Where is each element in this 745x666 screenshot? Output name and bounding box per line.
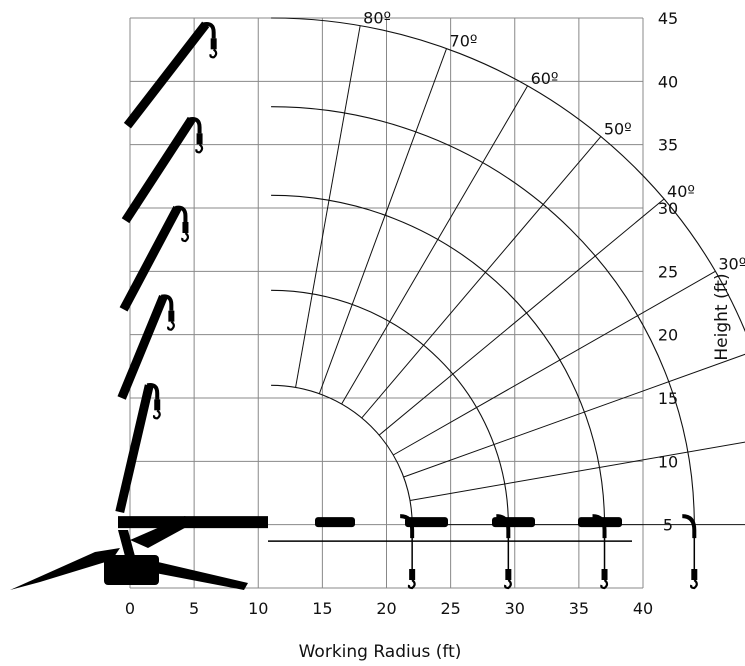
- angle-line: [295, 25, 361, 388]
- hook-icon: [167, 320, 175, 331]
- y-tick-label: 5: [663, 516, 673, 535]
- range-arc: [271, 106, 695, 525]
- angle-label: 40º: [667, 182, 695, 201]
- angle-label: 70º: [450, 32, 478, 51]
- hook-icon: [195, 143, 204, 154]
- angle-label: 50º: [604, 120, 632, 139]
- x-tick-label: 40: [633, 599, 653, 618]
- crane-base: [10, 516, 248, 590]
- y-tick-label: 35: [658, 136, 678, 155]
- boom-section-extended: [492, 517, 535, 528]
- jib-tip-raised: [160, 294, 174, 311]
- range-arc: [271, 194, 606, 525]
- y-tick-label: 20: [658, 326, 678, 345]
- angle-line: [361, 136, 602, 419]
- outrigger-left: [10, 548, 120, 590]
- range-arc: [271, 384, 413, 525]
- jib-tip-raised: [146, 383, 160, 400]
- hook-block: [691, 569, 698, 580]
- hook-block: [182, 222, 189, 233]
- boom-section-extended: [405, 517, 448, 528]
- hook-icon: [181, 232, 190, 243]
- crane-body: [104, 555, 159, 585]
- jib-tip-raised: [175, 205, 188, 222]
- angle-line: [341, 85, 529, 405]
- boom-section-extended: [578, 517, 622, 528]
- hook-block: [154, 399, 161, 411]
- hook-block: [196, 133, 203, 145]
- boom-raised: [123, 21, 210, 129]
- jib-tip-raised: [203, 22, 216, 39]
- y-tick-label: 25: [658, 262, 678, 281]
- angle-label: 60º: [531, 69, 559, 88]
- hook-icon: [504, 579, 512, 590]
- angle-line: [409, 441, 745, 501]
- hook-icon: [209, 48, 218, 59]
- hook-block: [409, 569, 416, 580]
- angle-line: [403, 353, 745, 478]
- hook-block: [505, 569, 512, 580]
- y-tick-label: 10: [658, 452, 678, 471]
- outrigger-right: [150, 562, 248, 590]
- y-tick-label: 45: [658, 9, 678, 28]
- x-axis-label: Working Radius (ft): [299, 642, 462, 662]
- x-tick-label: 0: [125, 599, 135, 618]
- boom-raised: [117, 294, 168, 400]
- angle-line: [378, 198, 665, 436]
- jib-tip: [400, 514, 415, 539]
- x-tick-label: 5: [189, 599, 199, 618]
- boom-horizontal-base: [118, 516, 268, 529]
- hook-icon: [152, 409, 161, 420]
- hook-block: [210, 38, 217, 50]
- x-tick-label: 35: [569, 599, 589, 618]
- boom-raised: [121, 116, 196, 224]
- x-tick-label: 10: [248, 599, 268, 618]
- angle-label: 30º: [718, 254, 745, 273]
- range-arc: [271, 17, 745, 333]
- jib-tip-raised: [189, 117, 202, 134]
- hook-icon: [600, 579, 609, 590]
- crane-illustrations: [10, 21, 698, 590]
- y-tick-label: 30: [658, 199, 678, 218]
- x-tick-label: 30: [505, 599, 525, 618]
- axis-tick-labels: 0 5 10 15 20 25 30 35 40 5 10 15 20 25 30 35 40 45: [125, 9, 678, 618]
- angle-label: 80º: [363, 9, 391, 28]
- boom-raised: [115, 384, 154, 514]
- x-tick-label: 15: [312, 599, 332, 618]
- x-tick-label: 25: [440, 599, 460, 618]
- hook-icon: [690, 579, 698, 590]
- jib-tip: [496, 514, 511, 539]
- angle-line: [318, 48, 448, 394]
- mast: [118, 530, 136, 560]
- hook-block: [168, 310, 175, 322]
- y-tick-label: 15: [658, 389, 678, 408]
- angle-labels: 0º10º20º30º40º50º60º70º80º: [363, 9, 745, 274]
- outrigger-upper: [130, 516, 192, 548]
- boom-angle-lines: [295, 25, 745, 526]
- boom-raised: [119, 205, 182, 312]
- jib-tip: [592, 514, 607, 539]
- angle-line: [393, 270, 716, 456]
- x-tick-label: 20: [376, 599, 396, 618]
- boom-section-extended: [315, 517, 355, 528]
- hook-icon: [407, 579, 416, 590]
- y-axis-label: Height (ft): [712, 273, 732, 360]
- range-arc: [271, 289, 509, 525]
- hook-block: [601, 569, 608, 580]
- boom-range-arcs: [271, 17, 745, 525]
- y-tick-label: 40: [658, 72, 678, 91]
- jib-tip: [682, 514, 697, 539]
